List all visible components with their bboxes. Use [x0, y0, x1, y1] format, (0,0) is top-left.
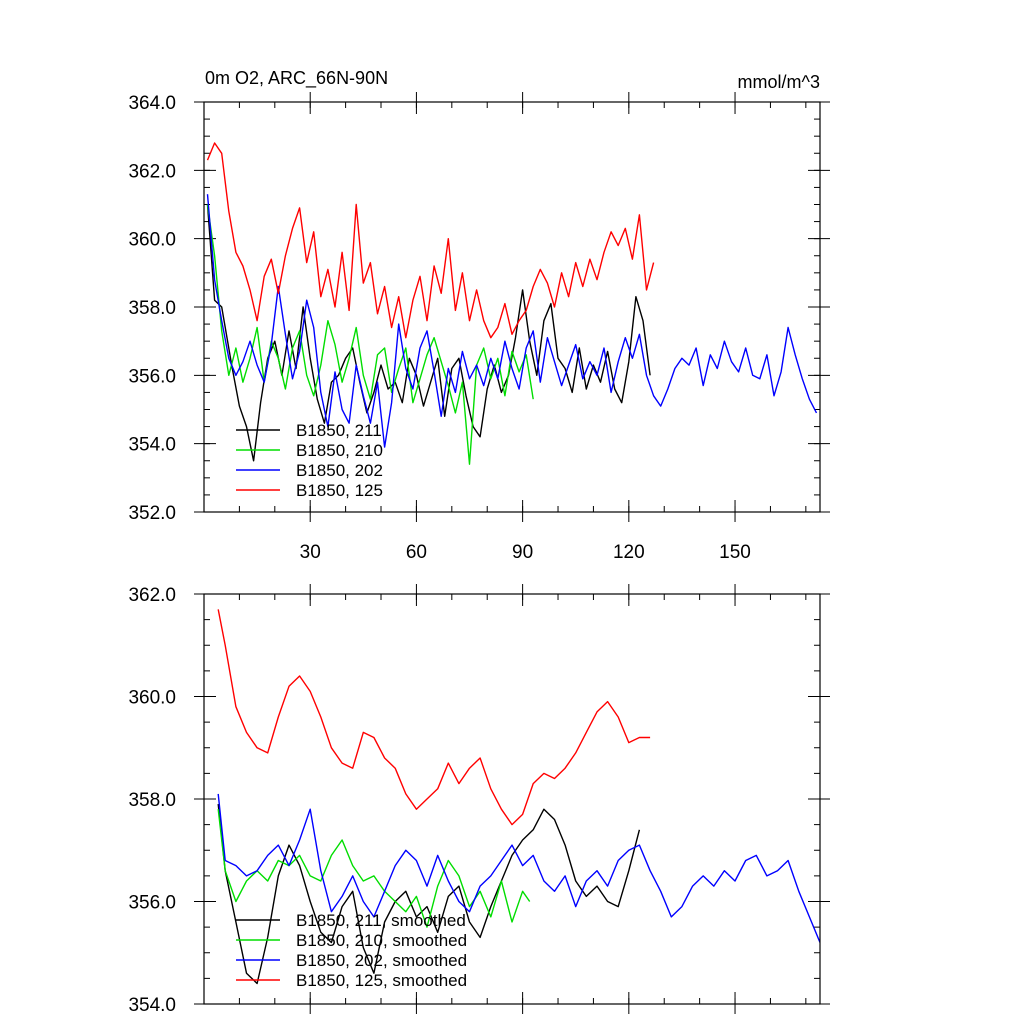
y-tick-label: 362.0 [128, 161, 176, 182]
y-tick-label: 356.0 [128, 366, 176, 387]
legend-label: B1850, 211, smoothed [296, 911, 466, 930]
y-tick-label: 360.0 [128, 688, 176, 709]
y-tick-label: 358.0 [128, 298, 176, 319]
series-line-0 [206, 204, 651, 462]
units-label: mmol/m^3 [738, 72, 820, 92]
x-tick-label: 90 [512, 542, 533, 563]
y-tick-label: 364.0 [128, 93, 176, 114]
y-tick-label: 356.0 [128, 893, 176, 914]
legend-label: B1850, 202 [296, 461, 383, 480]
series-line-1 [206, 204, 534, 465]
top-panel: 0m O2, ARC_66N-90N mmol/m^3 30 60 90 120 150… [128, 68, 830, 563]
x-tick-label: 60 [406, 542, 427, 563]
series-line-3 [217, 609, 651, 826]
legend-label: B1850, 202, smoothed [296, 951, 467, 970]
y-tick-label: 362.0 [128, 585, 176, 606]
y-tick-label: 354.0 [128, 995, 176, 1016]
y-tick-label: 352.0 [128, 503, 176, 524]
y-tick-label: 354.0 [128, 435, 176, 456]
legend-label: B1850, 210, smoothed [296, 931, 467, 950]
x-tick-label: 30 [300, 542, 321, 563]
chart-title: 0m O2, ARC_66N-90N [205, 68, 388, 89]
y-tick-label: 360.0 [128, 230, 176, 251]
bottom-panel: 354.0 356.0 358.0 360.0 362.0 B1850, 211, sm… [128, 584, 830, 1016]
legend-label: B1850, 211 [296, 421, 382, 440]
plot-frame [203, 593, 821, 1005]
series-line-2 [206, 194, 818, 448]
plot-frame [203, 101, 821, 513]
x-tick-label: 150 [719, 542, 751, 563]
series-line-0 [217, 804, 641, 985]
x-tick-label: 120 [613, 542, 645, 563]
series-line-2 [217, 793, 820, 943]
y-tick-label: 358.0 [128, 790, 176, 811]
legend-label: B1850, 210 [296, 441, 383, 460]
series-line-3 [206, 142, 655, 339]
legend-label: B1850, 125, smoothed [296, 971, 467, 990]
series-line-1 [217, 809, 531, 928]
legend-label: B1850, 125 [296, 481, 383, 500]
